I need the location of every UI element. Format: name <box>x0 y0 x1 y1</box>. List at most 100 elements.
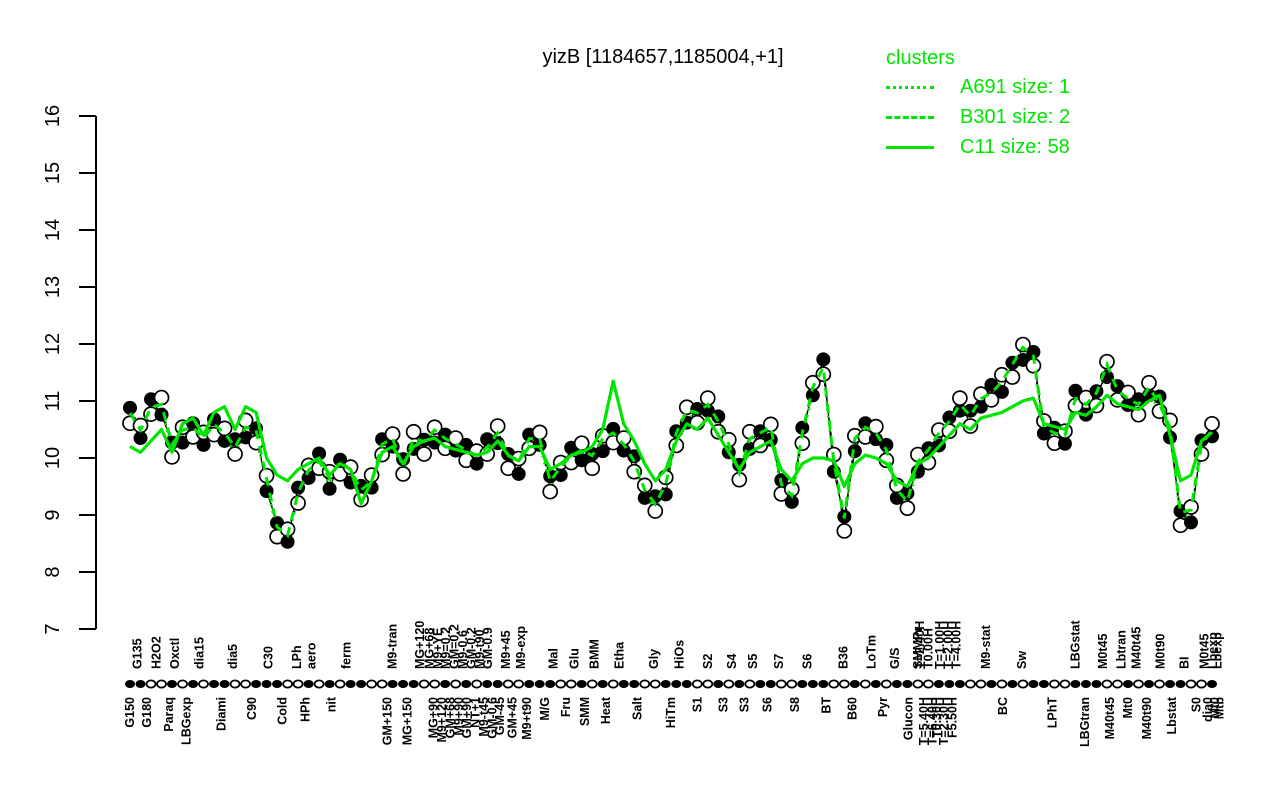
condition-label: T0.00H <box>921 628 935 669</box>
condition-label: HPh <box>298 697 312 722</box>
condition-label: SMMPr <box>911 627 925 670</box>
data-point-filled <box>511 466 526 481</box>
condition-label: LPh <box>290 645 304 669</box>
condition-label: aero <box>305 642 319 669</box>
condition-dot-filled <box>1028 680 1039 688</box>
data-point-filled <box>606 421 621 436</box>
condition-dot-open <box>366 679 378 689</box>
condition-dot-open <box>1112 679 1123 689</box>
condition-label: S2 <box>701 654 715 669</box>
condition-dot-filled <box>765 680 776 688</box>
condition-dot-filled <box>618 680 629 688</box>
condition-label: GM+45 <box>505 697 519 738</box>
legend-entry-b301: B301 size: 2 <box>886 102 1070 132</box>
condition-label: G135 <box>130 638 144 669</box>
condition-label: Lbexp <box>1210 632 1224 669</box>
dotted-line-icon <box>886 85 934 89</box>
condition-label: G/S <box>888 647 902 669</box>
condition-dot-filled <box>261 680 272 688</box>
data-point-open <box>426 419 443 436</box>
condition-label: S3 <box>717 697 731 712</box>
condition-label: M9-t90 <box>473 629 487 669</box>
legend-entry-c11: C11 size: 58 <box>886 132 1070 162</box>
data-point-open <box>227 446 243 462</box>
condition-label: S3 <box>738 697 752 712</box>
data-point-filled <box>1057 436 1072 451</box>
condition-label: M9=0.2 <box>439 627 453 669</box>
condition-dot-filled <box>534 680 545 688</box>
condition-label: Fru <box>559 697 573 717</box>
condition-dot-filled <box>387 680 398 688</box>
data-point-filled <box>322 481 337 496</box>
condition-dot-filled <box>933 680 944 688</box>
data-point-filled <box>574 453 589 468</box>
data-point-open <box>531 424 548 441</box>
condition-dot-open <box>156 679 167 689</box>
condition-label: M9-stat <box>979 624 993 669</box>
condition-dot-open <box>1101 679 1113 689</box>
condition-label: ferm <box>339 642 353 669</box>
condition-label: T=2.30H <box>937 697 951 745</box>
dashed-line-icon <box>886 115 934 119</box>
y-tick-label: 12 <box>42 333 64 355</box>
condition-label: T=5.40H <box>917 697 931 745</box>
data-points <box>122 336 1220 549</box>
data-point-filled <box>196 437 211 452</box>
data-point-filled <box>532 437 547 452</box>
condition-dot-filled <box>597 680 608 688</box>
x-axis-labels: G150 G135 G180 H2O2 Paraq Oxctl LBGexp dia15 Dia… <box>123 620 1226 747</box>
condition-label: GM+150 <box>380 697 394 745</box>
y-tick-label: 8 <box>42 566 64 577</box>
condition-label: T=4.00H <box>950 621 964 669</box>
condition-label: GM-0.6 <box>485 697 499 739</box>
y-axis: 7 8 9 10 11 12 13 14 15 16 <box>42 105 97 635</box>
condition-label: Lbtran <box>1115 630 1129 669</box>
condition-dot-open <box>975 679 987 689</box>
condition-dot-filled <box>356 680 367 688</box>
condition-dot-open <box>198 679 209 689</box>
condition-dot-filled <box>671 680 682 688</box>
condition-label: C90 <box>245 697 259 720</box>
condition-dot-open <box>334 679 346 689</box>
condition-dot-filled <box>1080 680 1091 688</box>
condition-dot-open <box>513 679 525 689</box>
condition-dot-open <box>240 679 251 689</box>
condition-dot-open <box>1017 679 1029 689</box>
condition-dot-filled <box>482 680 493 688</box>
condition-dot-open <box>744 679 756 689</box>
condition-dot-filled <box>345 680 356 688</box>
condition-label: Etha <box>613 641 627 669</box>
condition-dot-filled <box>524 680 535 688</box>
condition-dot-open <box>1049 679 1060 689</box>
condition-dot-open <box>229 679 241 689</box>
condition-label: M9-t45 <box>477 697 491 737</box>
data-point-filled <box>711 409 726 424</box>
condition-dot-filled <box>135 680 146 688</box>
condition-label: Heat <box>599 696 613 724</box>
condition-dot-open <box>922 679 934 689</box>
x-axis-dot-row <box>125 679 1218 689</box>
condition-label: F5.50H <box>946 697 960 738</box>
condition-label: T=2.00H <box>941 621 955 669</box>
data-point-filled <box>312 446 327 461</box>
condition-dot-open <box>880 679 892 689</box>
y-tick-label: 13 <box>42 276 64 298</box>
cluster-line-c11 <box>129 379 1214 506</box>
condition-dot-open <box>912 679 924 689</box>
condition-dot-filled <box>272 680 283 688</box>
y-tick-label: 11 <box>42 391 64 412</box>
condition-dot-filled <box>755 680 766 688</box>
condition-dot-filled <box>954 680 965 688</box>
condition-dot-open <box>450 679 462 689</box>
condition-label: Cold <box>275 697 289 725</box>
condition-label: Mtb <box>1212 697 1226 720</box>
condition-dot-filled <box>944 680 955 688</box>
condition-label: Gly <box>647 649 661 669</box>
condition-label: S8 <box>788 697 802 712</box>
condition-label: GM-45 <box>493 697 507 735</box>
condition-dot-filled <box>324 680 335 688</box>
condition-label: Sw <box>1015 651 1029 669</box>
condition-label: MG+90 <box>427 697 441 738</box>
data-point-open <box>1015 336 1031 353</box>
